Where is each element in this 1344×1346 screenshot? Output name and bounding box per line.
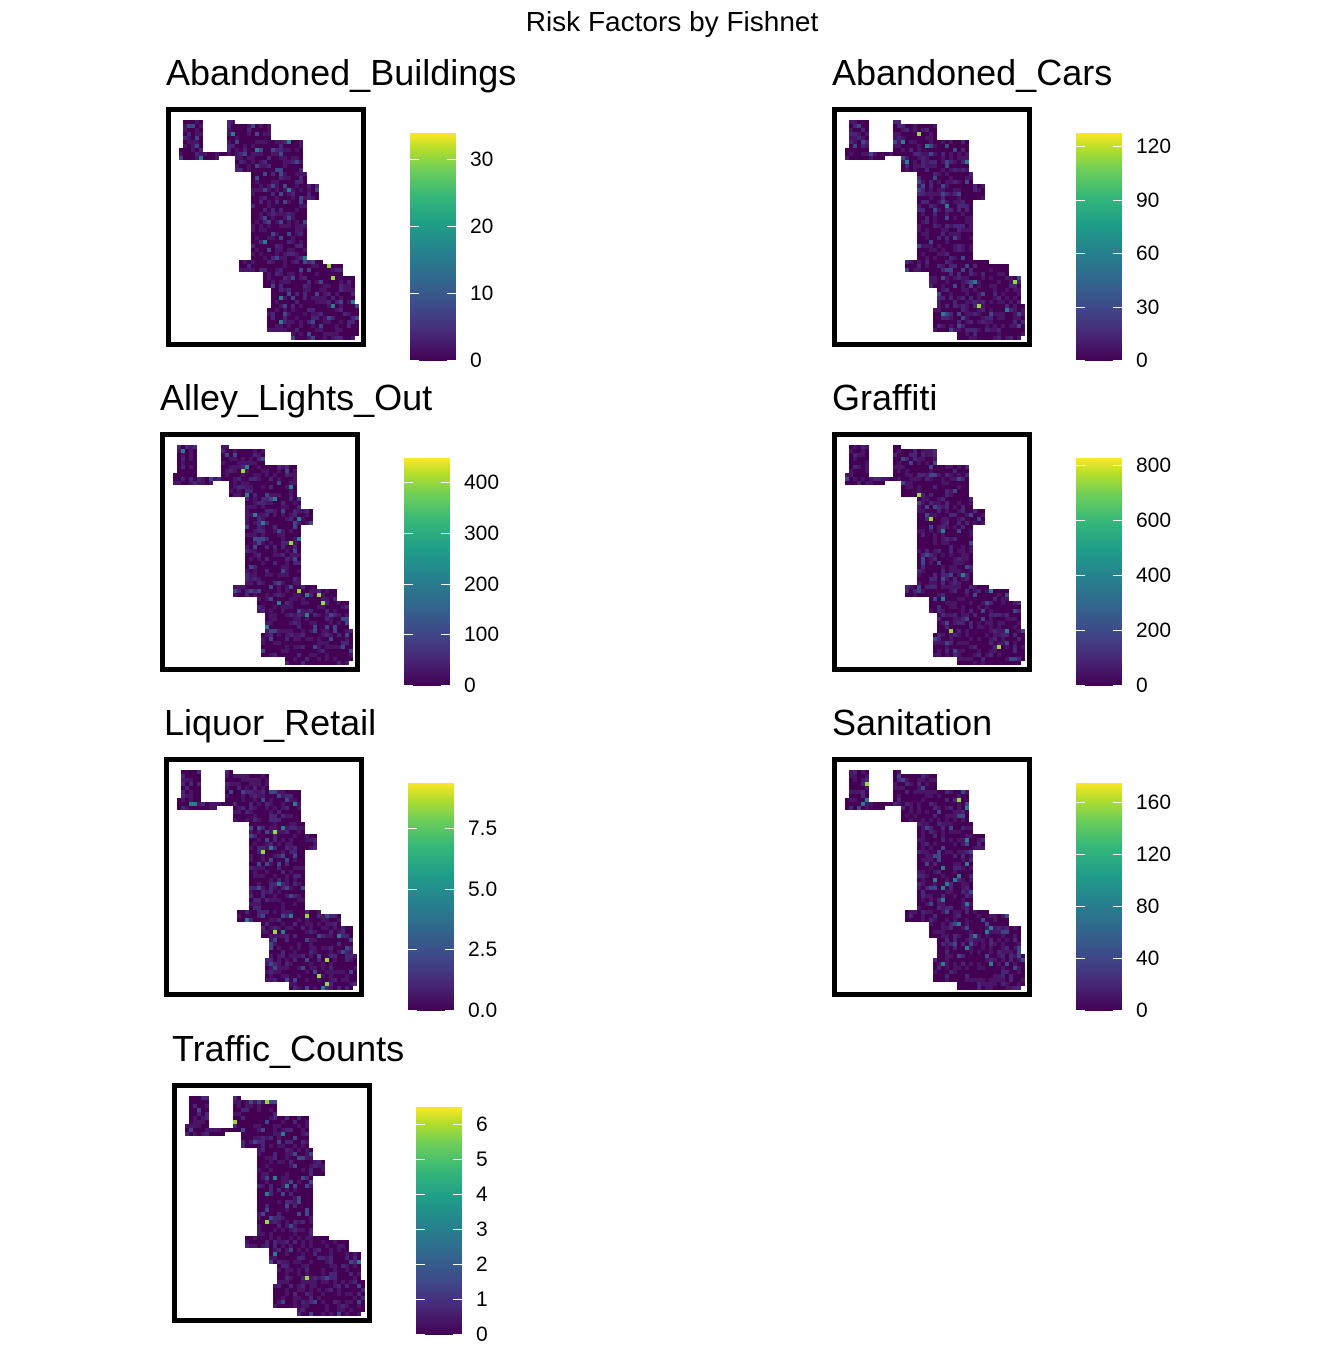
- map-frame: [832, 432, 1032, 672]
- legend-color-bar: [416, 1107, 462, 1335]
- fishnet-cells: [845, 445, 1025, 665]
- legend-tick-label: 90: [1136, 190, 1159, 212]
- figure-title: Risk Factors by Fishnet: [0, 6, 1344, 38]
- legend-color-bar: [1076, 133, 1122, 361]
- city-map: [169, 762, 359, 992]
- panel-title: Alley_Lights_Out: [160, 377, 432, 419]
- legend-tick-label: 800: [1136, 455, 1171, 477]
- city-map: [837, 437, 1027, 667]
- legend-tick-label: 6: [476, 1114, 488, 1136]
- legend-tick-label: 0: [1136, 675, 1148, 697]
- legend-tick-label: 0: [1136, 1000, 1148, 1022]
- map-frame: [832, 107, 1032, 347]
- fishnet-cells: [173, 445, 353, 665]
- panel-title: Traffic_Counts: [172, 1028, 404, 1070]
- panel-title: Liquor_Retail: [164, 702, 376, 744]
- legend-tick-label: 2.5: [468, 939, 497, 961]
- fishnet-cells: [179, 120, 359, 340]
- legend-tick-label: 0: [464, 675, 476, 697]
- legend-color-bar: [410, 133, 456, 361]
- fishnet-cells: [845, 770, 1025, 990]
- legend-tick-label: 160: [1136, 792, 1171, 814]
- legend-tick-label: 20: [470, 216, 493, 238]
- legend-color-bar: [1076, 458, 1122, 686]
- legend-tick-label: 5.0: [468, 879, 497, 901]
- city-map: [171, 112, 361, 342]
- legend-tick-label: 4: [476, 1184, 488, 1206]
- panel-title: Abandoned_Buildings: [166, 52, 516, 94]
- panel-title: Abandoned_Cars: [832, 52, 1112, 94]
- legend-tick-label: 0: [476, 1324, 488, 1346]
- legend-tick-label: 1: [476, 1289, 488, 1311]
- legend-color-bar: [1076, 783, 1122, 1011]
- legend-tick-label: 400: [464, 472, 499, 494]
- map-frame: [160, 432, 360, 672]
- legend-tick-label: 200: [464, 574, 499, 596]
- fishnet-cells: [177, 770, 357, 990]
- legend-tick-label: 120: [1136, 844, 1171, 866]
- city-map: [837, 112, 1027, 342]
- city-map: [837, 762, 1027, 992]
- legend-tick-label: 60: [1136, 243, 1159, 265]
- map-frame: [832, 757, 1032, 997]
- panel-title: Sanitation: [832, 702, 992, 744]
- legend-tick-label: 0: [1136, 350, 1148, 372]
- legend-tick-label: 10: [470, 283, 493, 305]
- legend-tick-label: 200: [1136, 620, 1171, 642]
- map-frame: [172, 1083, 372, 1323]
- legend-tick-label: 100: [464, 624, 499, 646]
- legend-tick-label: 7.5: [468, 818, 497, 840]
- legend-tick-label: 600: [1136, 510, 1171, 532]
- legend-tick-label: 30: [1136, 297, 1159, 319]
- legend-tick-label: 120: [1136, 136, 1171, 158]
- legend-tick-label: 80: [1136, 896, 1159, 918]
- legend-tick-label: 3: [476, 1219, 488, 1241]
- map-frame: [166, 107, 366, 347]
- legend-tick-label: 2: [476, 1254, 488, 1276]
- city-map: [165, 437, 355, 667]
- legend-tick-label: 30: [470, 149, 493, 171]
- fishnet-cells: [845, 120, 1025, 340]
- legend-tick-label: 0: [470, 350, 482, 372]
- map-frame: [164, 757, 364, 997]
- legend-tick-label: 400: [1136, 565, 1171, 587]
- legend-color-bar: [408, 783, 454, 1011]
- legend-tick-label: 40: [1136, 948, 1159, 970]
- city-map: [177, 1088, 367, 1318]
- legend-color-bar: [404, 458, 450, 686]
- fishnet-cells: [185, 1096, 365, 1316]
- legend-tick-label: 300: [464, 523, 499, 545]
- legend-tick-label: 0.0: [468, 1000, 497, 1022]
- legend-tick-label: 5: [476, 1149, 488, 1171]
- panel-title: Graffiti: [832, 377, 937, 419]
